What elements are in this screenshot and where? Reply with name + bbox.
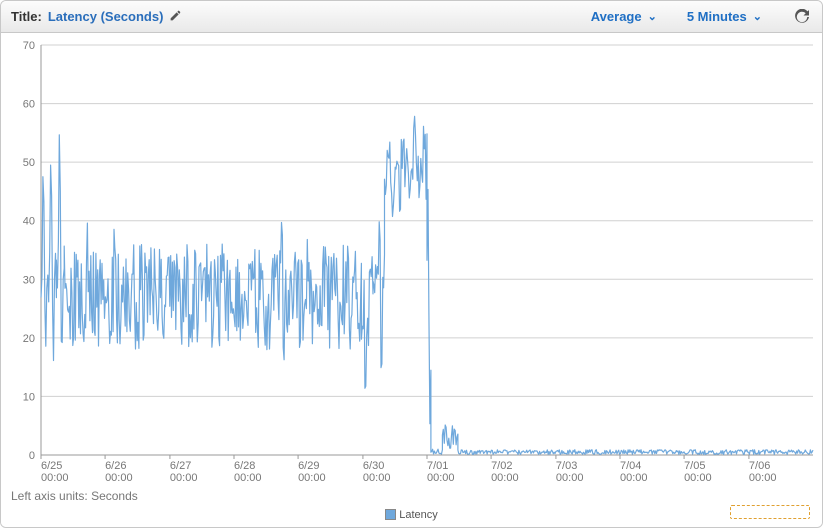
svg-text:6/26: 6/26 xyxy=(105,460,126,472)
chevron-down-icon: ⌄ xyxy=(753,10,762,23)
svg-text:20: 20 xyxy=(23,333,35,345)
toolbar: Title: Latency (Seconds) Average ⌄ 5 Min… xyxy=(1,1,822,33)
svg-text:30: 30 xyxy=(23,274,35,286)
svg-text:70: 70 xyxy=(23,40,35,52)
svg-text:00:00: 00:00 xyxy=(427,472,455,484)
svg-text:00:00: 00:00 xyxy=(105,472,133,484)
svg-text:40: 40 xyxy=(23,216,35,228)
svg-text:00:00: 00:00 xyxy=(363,472,391,484)
svg-text:60: 60 xyxy=(23,99,35,111)
title-link[interactable]: Latency (Seconds) xyxy=(48,9,164,24)
svg-text:50: 50 xyxy=(23,157,35,169)
svg-text:7/01: 7/01 xyxy=(427,460,448,472)
svg-text:6/30: 6/30 xyxy=(363,460,384,472)
period-dropdown[interactable]: 5 Minutes ⌄ xyxy=(675,9,774,24)
selection-marquee xyxy=(730,505,810,519)
svg-text:00:00: 00:00 xyxy=(170,472,198,484)
legend: Latency xyxy=(1,509,822,521)
legend-label: Latency xyxy=(399,509,438,521)
svg-text:6/29: 6/29 xyxy=(298,460,319,472)
svg-text:00:00: 00:00 xyxy=(556,472,584,484)
legend-swatch xyxy=(385,509,396,520)
svg-text:7/02: 7/02 xyxy=(491,460,512,472)
title-label: Title: xyxy=(11,9,42,24)
svg-text:00:00: 00:00 xyxy=(620,472,648,484)
axis-units-value: Seconds xyxy=(91,489,138,503)
svg-text:00:00: 00:00 xyxy=(41,472,69,484)
svg-text:7/06: 7/06 xyxy=(749,460,770,472)
refresh-button[interactable] xyxy=(792,7,812,27)
chart-panel: Title: Latency (Seconds) Average ⌄ 5 Min… xyxy=(0,0,823,528)
statistic-dropdown-label: Average xyxy=(591,9,642,24)
latency-chart: 0102030405060706/2500:006/2600:006/2700:… xyxy=(1,33,822,493)
period-dropdown-label: 5 Minutes xyxy=(687,9,747,24)
svg-text:00:00: 00:00 xyxy=(684,472,712,484)
svg-text:7/05: 7/05 xyxy=(684,460,705,472)
svg-text:00:00: 00:00 xyxy=(491,472,519,484)
svg-text:7/03: 7/03 xyxy=(556,460,577,472)
edit-icon[interactable] xyxy=(169,9,182,25)
svg-text:6/28: 6/28 xyxy=(234,460,255,472)
chevron-down-icon: ⌄ xyxy=(648,10,657,23)
svg-text:00:00: 00:00 xyxy=(298,472,326,484)
statistic-dropdown[interactable]: Average ⌄ xyxy=(579,9,669,24)
svg-text:6/27: 6/27 xyxy=(170,460,191,472)
svg-text:00:00: 00:00 xyxy=(234,472,262,484)
axis-units-label: Left axis units: xyxy=(11,489,88,503)
svg-text:0: 0 xyxy=(29,450,35,462)
axis-units: Left axis units: Seconds xyxy=(11,489,138,503)
chart-area: 0102030405060706/2500:006/2600:006/2700:… xyxy=(1,33,822,527)
svg-text:10: 10 xyxy=(23,391,35,403)
svg-text:6/25: 6/25 xyxy=(41,460,62,472)
svg-text:00:00: 00:00 xyxy=(749,472,777,484)
svg-text:7/04: 7/04 xyxy=(620,460,641,472)
